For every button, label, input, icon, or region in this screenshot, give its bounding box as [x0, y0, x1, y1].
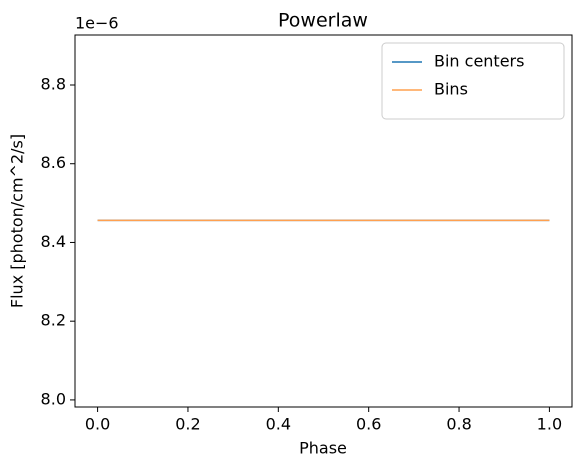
legend-label: Bins: [434, 80, 468, 99]
y-tick-label: 8.8: [41, 74, 66, 93]
y-axis-label: Flux [photon/cm^2/s]: [8, 134, 27, 308]
x-axis-label: Phase: [299, 439, 347, 458]
x-tick-label: 0.4: [266, 415, 291, 434]
y-tick-label: 8.0: [41, 389, 66, 408]
x-tick-label: 0.0: [85, 415, 110, 434]
legend-box: [381, 42, 565, 120]
x-tick-label: 0.2: [175, 415, 200, 434]
x-tick-label: 0.8: [446, 415, 471, 434]
y-tick-label: 8.2: [41, 311, 66, 330]
legend-label: Bin centers: [434, 52, 524, 71]
y-tick-label: 8.4: [41, 232, 66, 251]
chart-title: Powerlaw: [278, 10, 368, 32]
x-tick-label: 0.6: [356, 415, 381, 434]
y-offset-label: 1e−6: [75, 14, 119, 33]
y-tick-label: 8.6: [41, 153, 66, 172]
x-tick-label: 1.0: [537, 415, 562, 434]
plot-frame: [74, 34, 573, 408]
